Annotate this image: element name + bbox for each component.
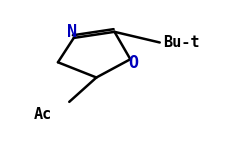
Text: Bu-t: Bu-t <box>163 35 200 50</box>
Text: Ac: Ac <box>34 107 52 122</box>
Text: O: O <box>129 54 139 72</box>
Text: N: N <box>66 23 76 41</box>
